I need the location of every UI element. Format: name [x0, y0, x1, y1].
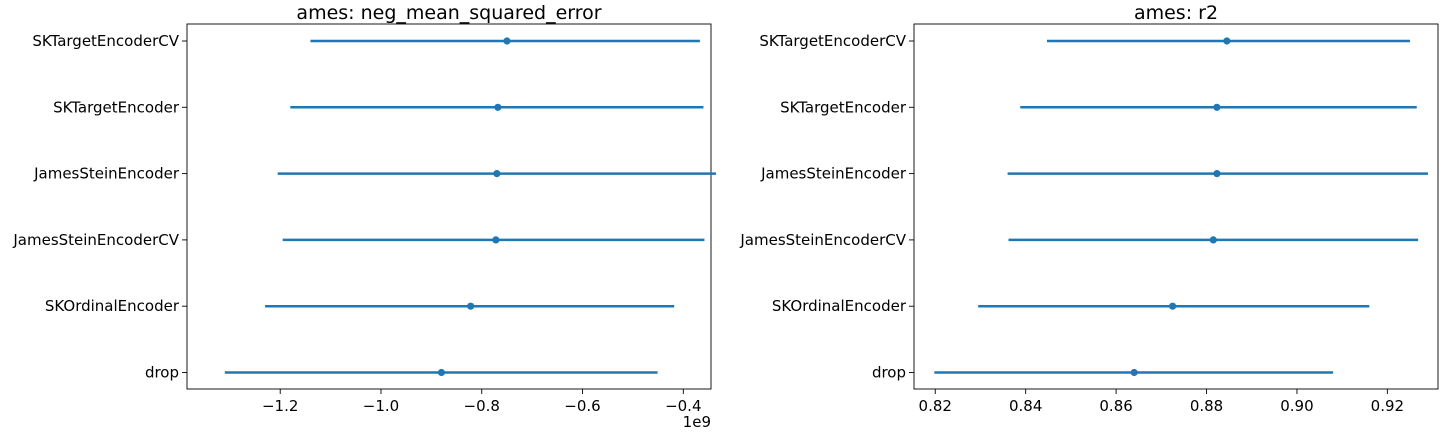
y-tick-label: JamesSteinEncoderCV: [739, 231, 906, 249]
y-tick-label: SKOrdinalEncoder: [45, 297, 180, 315]
x-tick-label: −1.2: [262, 397, 298, 415]
mean-point: [503, 37, 511, 45]
mean-point: [1169, 302, 1177, 310]
chart-title: ames: r2: [1134, 2, 1218, 24]
y-tick-label: drop: [872, 364, 906, 382]
x-tick-label: −1.0: [363, 397, 399, 415]
y-tick-label: SKTargetEncoder: [780, 98, 907, 116]
mean-point: [492, 236, 500, 244]
x-tick-label: 0.88: [1190, 397, 1223, 415]
x-offset-label: 1e9: [683, 413, 711, 431]
plot-frame: [186, 23, 712, 390]
y-tick-label: JamesSteinEncoderCV: [12, 231, 179, 249]
x-tick-label: 0.92: [1371, 397, 1404, 415]
y-tick-label: JamesSteinEncoder: [760, 165, 907, 183]
x-tick-label: −0.4: [665, 397, 701, 415]
mean-point: [493, 170, 501, 178]
mean-point: [1213, 170, 1221, 178]
y-tick-label: SKTargetEncoderCV: [759, 32, 906, 50]
y-tick-label: drop: [145, 364, 179, 382]
plot-frame: [913, 23, 1439, 390]
mean-point: [1209, 236, 1217, 244]
mean-point: [437, 368, 446, 377]
y-tick-label: JamesSteinEncoder: [33, 165, 180, 183]
x-tick-label: −0.6: [564, 397, 600, 415]
chart-title: ames: neg_mean_squared_error: [296, 2, 601, 24]
mean-point: [1213, 103, 1221, 111]
x-tick-label: 0.82: [919, 397, 952, 415]
x-tick-label: 0.86: [1099, 397, 1132, 415]
y-tick-label: SKTargetEncoderCV: [32, 32, 179, 50]
mean-point: [1223, 37, 1231, 45]
x-tick-label: 0.84: [1009, 397, 1042, 415]
mean-point: [467, 302, 475, 310]
mean-point: [494, 103, 502, 111]
mean-point: [1130, 368, 1138, 377]
x-tick-label: −0.8: [464, 397, 500, 415]
y-tick-label: SKTargetEncoder: [53, 98, 180, 116]
y-tick-label: SKOrdinalEncoder: [772, 297, 907, 315]
x-tick-label: 0.90: [1280, 397, 1313, 415]
